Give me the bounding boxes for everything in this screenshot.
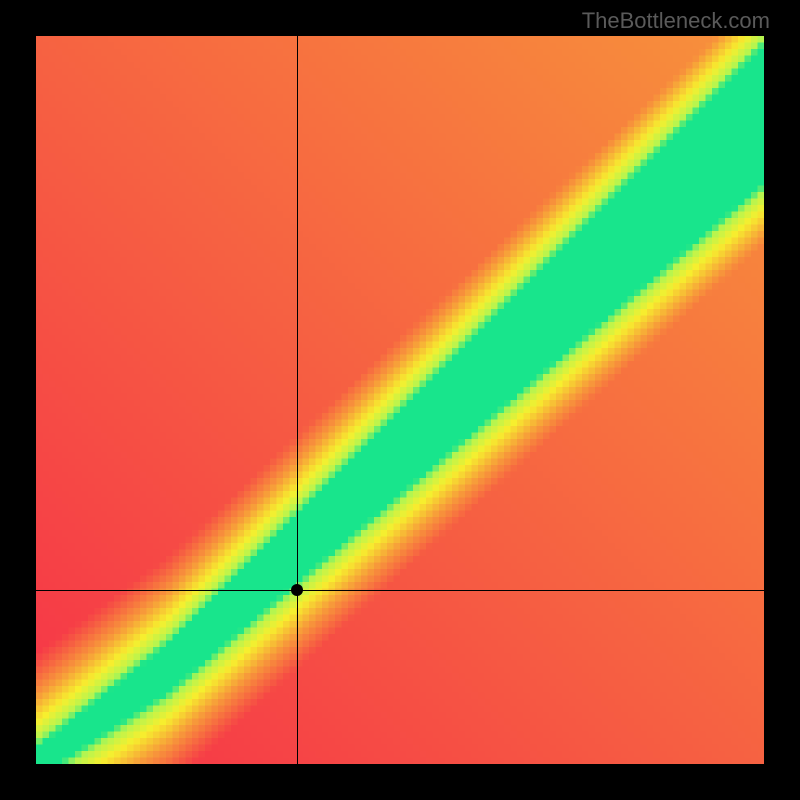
- watermark-text: TheBottleneck.com: [582, 8, 770, 34]
- crosshair-vertical: [297, 36, 298, 764]
- bottleneck-marker: [291, 584, 303, 596]
- heatmap-canvas: [36, 36, 764, 764]
- plot-area: [36, 36, 764, 764]
- crosshair-horizontal: [36, 590, 764, 591]
